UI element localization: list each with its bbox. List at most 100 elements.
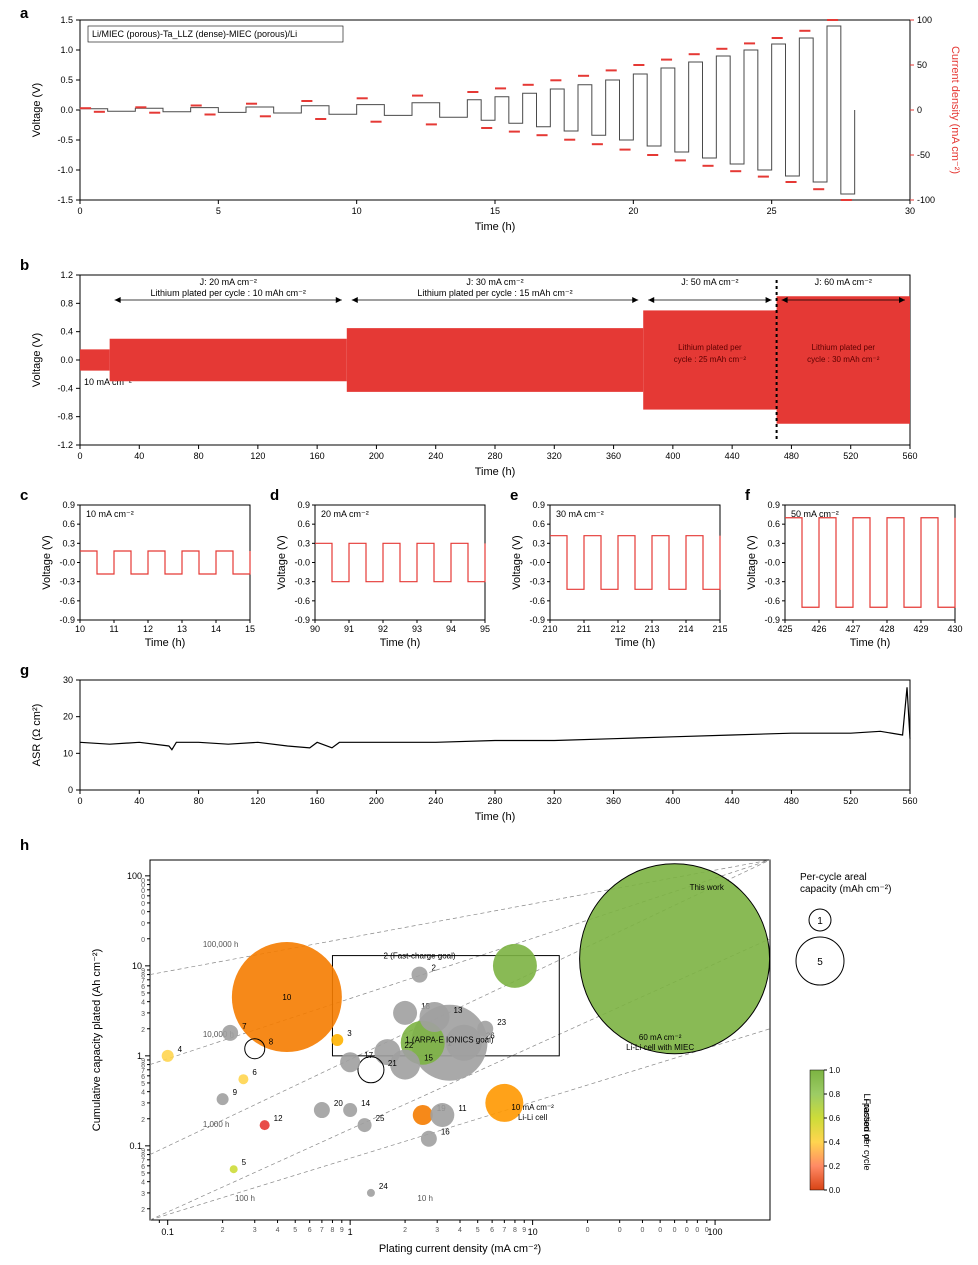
svg-text:430: 430	[947, 624, 962, 634]
svg-text:17: 17	[364, 1051, 373, 1060]
svg-text:160: 160	[310, 796, 325, 806]
bubble	[367, 1189, 375, 1197]
svg-text:1 (ARPA-E IONICS goal): 1 (ARPA-E IONICS goal)	[405, 1036, 494, 1045]
svg-text:13: 13	[454, 1006, 463, 1015]
svg-text:0: 0	[68, 785, 73, 795]
svg-text:b: b	[20, 257, 29, 274]
svg-text:Voltage (V): Voltage (V)	[41, 535, 53, 589]
svg-text:120: 120	[250, 796, 265, 806]
svg-text:0.3: 0.3	[767, 538, 780, 548]
svg-text:320: 320	[547, 796, 562, 806]
svg-text:10: 10	[63, 748, 73, 758]
bubble	[412, 967, 428, 983]
bubble	[238, 1074, 248, 1084]
svg-text:9: 9	[233, 1088, 238, 1097]
svg-text:Li-Li cell: Li-Li cell	[518, 1113, 548, 1122]
bubble	[222, 1025, 238, 1041]
svg-text:1.5: 1.5	[60, 15, 73, 25]
svg-text:20: 20	[334, 1099, 343, 1108]
figure-svg: a051015202530-1.5-1.0-0.50.00.51.01.5-10…	[0, 0, 978, 1260]
bubble	[217, 1093, 229, 1105]
svg-text:560: 560	[902, 796, 917, 806]
svg-text:429: 429	[913, 624, 928, 634]
svg-text:1,000 h: 1,000 h	[203, 1120, 230, 1129]
svg-text:Voltage (V): Voltage (V)	[31, 83, 43, 137]
bubble	[413, 1105, 433, 1125]
svg-text:1: 1	[817, 916, 823, 927]
svg-text:6: 6	[141, 1074, 145, 1081]
svg-text:91: 91	[344, 624, 354, 634]
bubble	[162, 1050, 174, 1062]
svg-text:440: 440	[725, 796, 740, 806]
svg-text:5: 5	[141, 1171, 145, 1178]
svg-text:92: 92	[378, 624, 388, 634]
svg-text:-0.8: -0.8	[57, 412, 73, 422]
svg-text:40: 40	[134, 796, 144, 806]
svg-text:240: 240	[428, 796, 443, 806]
svg-text:12: 12	[143, 624, 153, 634]
svg-text:Voltage (V): Voltage (V)	[746, 535, 758, 589]
svg-text:10 mA cm⁻²: 10 mA cm⁻²	[86, 509, 134, 519]
svg-text:9: 9	[522, 1227, 526, 1234]
bubble	[493, 944, 537, 988]
svg-text:215: 215	[712, 624, 727, 634]
svg-text:1.2: 1.2	[60, 270, 73, 280]
svg-text:213: 213	[644, 624, 659, 634]
svg-text:480: 480	[784, 451, 799, 461]
svg-text:0.0: 0.0	[60, 105, 73, 115]
svg-text:30: 30	[905, 206, 915, 216]
svg-text:15: 15	[424, 1054, 433, 1063]
svg-text:320: 320	[547, 451, 562, 461]
svg-text:4: 4	[141, 1180, 145, 1187]
svg-text:-0.3: -0.3	[59, 577, 75, 587]
svg-text:0: 0	[77, 206, 82, 216]
bubble	[314, 1102, 330, 1118]
svg-text:0.9: 0.9	[297, 500, 310, 510]
svg-text:d: d	[270, 487, 279, 504]
svg-text:100 h: 100 h	[235, 1194, 255, 1203]
svg-text:0.5: 0.5	[60, 75, 73, 85]
svg-text:100: 100	[917, 15, 932, 25]
svg-text:Plating current density (mA cm: Plating current density (mA cm⁻²)	[379, 1243, 541, 1255]
svg-text:ASR (Ω cm²): ASR (Ω cm²)	[31, 704, 43, 767]
svg-text:120: 120	[250, 451, 265, 461]
svg-text:-0.0: -0.0	[294, 558, 310, 568]
svg-text:1.0: 1.0	[829, 1066, 841, 1075]
svg-text:9: 9	[141, 1058, 145, 1065]
svg-text:Current density (mA cm⁻²): Current density (mA cm⁻²)	[949, 46, 961, 174]
svg-text:Time (h): Time (h)	[475, 466, 516, 478]
svg-text:-0.0: -0.0	[764, 558, 780, 568]
svg-text:-0.6: -0.6	[529, 596, 545, 606]
svg-text:2: 2	[141, 1207, 145, 1214]
svg-text:211: 211	[577, 624, 591, 634]
svg-text:0.6: 0.6	[62, 519, 75, 529]
svg-text:Time (h): Time (h)	[850, 637, 891, 649]
svg-text:50: 50	[917, 60, 927, 70]
svg-text:0.9: 0.9	[532, 500, 545, 510]
bubble	[331, 1034, 343, 1046]
svg-text:21: 21	[388, 1059, 397, 1068]
svg-text:30: 30	[63, 675, 73, 685]
svg-text:90: 90	[310, 624, 320, 634]
svg-text:0.8: 0.8	[829, 1090, 841, 1099]
svg-text:60 mA cm⁻²: 60 mA cm⁻²	[639, 1033, 682, 1042]
svg-text:Lithium plated per: Lithium plated per	[812, 343, 876, 352]
svg-text:13: 13	[177, 624, 187, 634]
svg-text:0.9: 0.9	[767, 500, 780, 510]
svg-text:4: 4	[141, 1000, 145, 1007]
bubble	[477, 1021, 493, 1037]
svg-text:-0.3: -0.3	[529, 577, 545, 587]
svg-text:Time (h): Time (h)	[380, 637, 421, 649]
svg-text:93: 93	[412, 624, 422, 634]
svg-text:-0.9: -0.9	[294, 615, 310, 625]
svg-text:Voltage (V): Voltage (V)	[31, 333, 43, 387]
svg-text:Lithium plated per cycle : 10: Lithium plated per cycle : 10 mAh cm⁻²	[151, 288, 306, 298]
svg-text:4: 4	[276, 1227, 280, 1234]
bubble-group: 1021261813232215211778346920142519111612…	[162, 864, 770, 1197]
svg-text:0.6: 0.6	[532, 519, 545, 529]
svg-text:0: 0	[77, 451, 82, 461]
svg-text:9: 9	[141, 1148, 145, 1155]
svg-text:cycle : 25 mAh cm⁻²: cycle : 25 mAh cm⁻²	[674, 355, 747, 364]
svg-text:14: 14	[211, 624, 221, 634]
svg-text:0: 0	[141, 937, 145, 944]
